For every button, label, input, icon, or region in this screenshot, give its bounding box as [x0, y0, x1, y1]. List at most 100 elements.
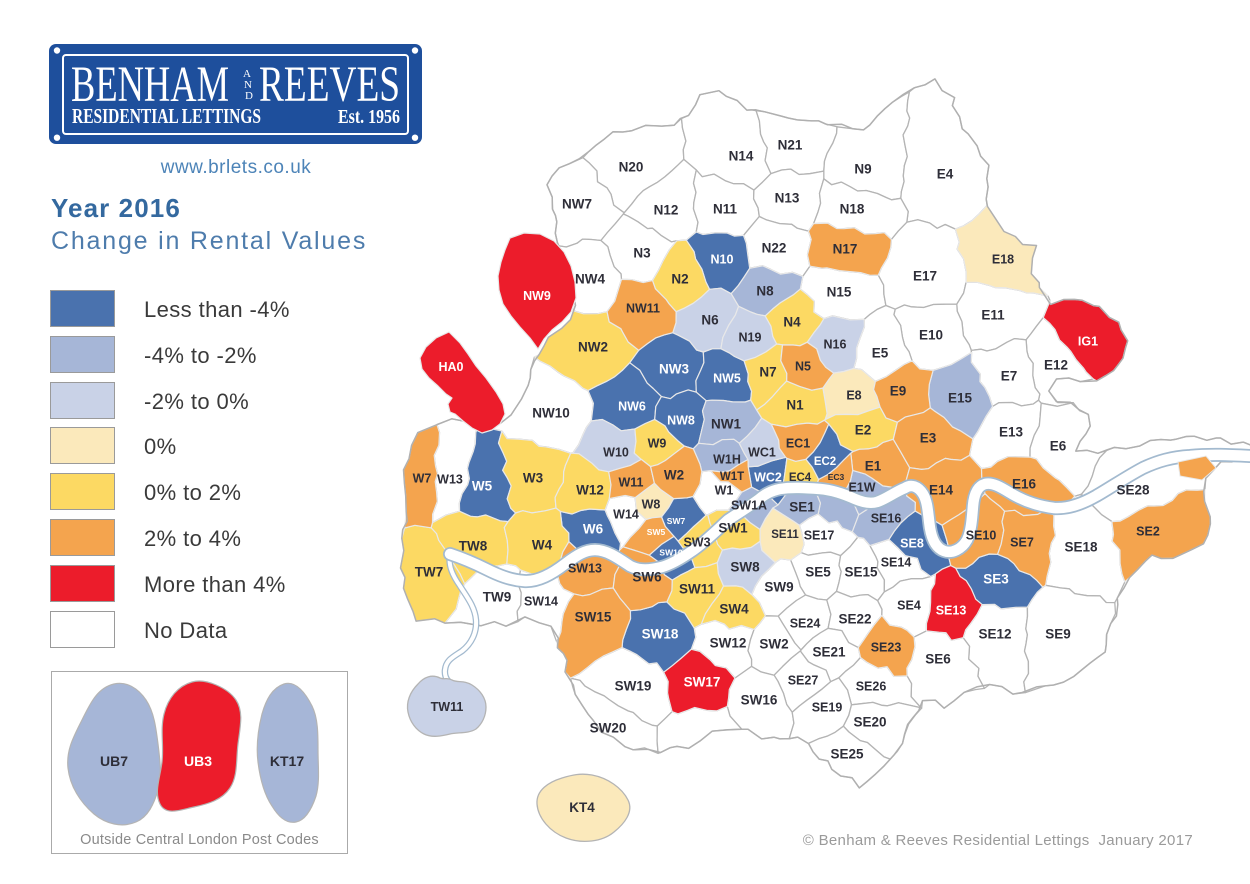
svg-text:NW7: NW7 — [562, 197, 592, 212]
svg-text:SE3: SE3 — [983, 572, 1009, 587]
svg-text:N11: N11 — [713, 202, 738, 217]
svg-text:UB3: UB3 — [184, 753, 212, 769]
svg-text:SE2: SE2 — [1136, 524, 1160, 538]
svg-text:E14: E14 — [929, 483, 954, 498]
svg-text:N18: N18 — [840, 202, 865, 217]
svg-text:SW11: SW11 — [679, 582, 716, 597]
svg-text:W2: W2 — [664, 468, 684, 483]
svg-text:SE7: SE7 — [1010, 535, 1034, 549]
svg-text:E18: E18 — [992, 252, 1014, 266]
svg-text:SE25: SE25 — [830, 747, 864, 762]
svg-text:SW12: SW12 — [710, 636, 747, 651]
svg-text:W11: W11 — [618, 475, 643, 489]
svg-text:E10: E10 — [919, 328, 943, 343]
svg-text:SE11: SE11 — [771, 529, 799, 541]
svg-text:N19: N19 — [739, 330, 762, 344]
svg-text:E4: E4 — [937, 167, 954, 182]
svg-text:SW6: SW6 — [632, 570, 662, 585]
svg-text:SE18: SE18 — [1064, 540, 1098, 555]
svg-text:N4: N4 — [783, 315, 801, 330]
svg-text:SW7: SW7 — [667, 516, 686, 526]
svg-text:TW7: TW7 — [415, 565, 444, 580]
svg-text:W4: W4 — [532, 538, 553, 553]
svg-text:N14: N14 — [729, 149, 754, 164]
svg-text:SW17: SW17 — [684, 675, 721, 690]
svg-text:SE6: SE6 — [925, 652, 951, 667]
svg-text:N13: N13 — [775, 191, 800, 206]
svg-text:SW3: SW3 — [683, 535, 710, 549]
svg-text:NW4: NW4 — [575, 272, 605, 287]
svg-text:NW10: NW10 — [532, 406, 570, 421]
svg-text:KT17: KT17 — [270, 753, 304, 769]
svg-text:SE24: SE24 — [790, 616, 821, 630]
svg-text:SW15: SW15 — [575, 610, 612, 625]
svg-text:N1: N1 — [786, 398, 804, 413]
svg-text:E17: E17 — [913, 269, 937, 284]
svg-text:SW1A: SW1A — [731, 498, 767, 512]
svg-text:TW9: TW9 — [483, 590, 512, 605]
svg-text:N20: N20 — [619, 160, 644, 175]
svg-text:E7: E7 — [1001, 369, 1018, 384]
svg-text:SE28: SE28 — [1116, 483, 1150, 498]
svg-text:E11: E11 — [981, 308, 1005, 323]
svg-text:N: N — [244, 79, 252, 91]
svg-text:RESIDENTIAL LETTINGS: RESIDENTIAL LETTINGS — [72, 104, 261, 128]
svg-text:EC2: EC2 — [814, 456, 836, 468]
svg-text:WC2: WC2 — [754, 470, 782, 484]
svg-text:W9: W9 — [648, 436, 667, 450]
svg-text:W13: W13 — [437, 472, 463, 486]
svg-text:TW11: TW11 — [431, 700, 464, 714]
svg-text:NW1: NW1 — [711, 417, 741, 432]
svg-text:E15: E15 — [948, 391, 973, 406]
svg-text:SE8: SE8 — [900, 536, 924, 550]
svg-text:E12: E12 — [1044, 358, 1068, 373]
svg-text:W7: W7 — [413, 471, 432, 485]
svg-text:N6: N6 — [701, 313, 719, 328]
svg-text:IG1: IG1 — [1078, 334, 1098, 348]
svg-text:E3: E3 — [920, 431, 937, 446]
svg-text:SE5: SE5 — [805, 565, 831, 580]
svg-text:NW11: NW11 — [626, 301, 660, 315]
svg-text:REEVES: REEVES — [259, 57, 400, 113]
svg-text:N9: N9 — [854, 162, 871, 177]
svg-text:D: D — [245, 90, 253, 102]
svg-text:E1: E1 — [865, 459, 882, 474]
svg-text:W10: W10 — [603, 445, 629, 459]
svg-text:W1H: W1H — [713, 452, 741, 466]
svg-text:UB7: UB7 — [100, 753, 128, 769]
svg-text:SW5: SW5 — [647, 527, 666, 537]
svg-text:N8: N8 — [756, 284, 774, 299]
svg-text:W1T: W1T — [720, 471, 744, 483]
svg-text:SW1: SW1 — [718, 521, 748, 536]
svg-text:E9: E9 — [890, 384, 907, 399]
svg-text:SW8: SW8 — [730, 560, 760, 575]
svg-text:NW3: NW3 — [659, 362, 689, 377]
svg-text:SW18: SW18 — [642, 627, 679, 642]
svg-text:TW8: TW8 — [459, 539, 488, 554]
svg-text:E6: E6 — [1050, 439, 1067, 454]
svg-text:SE16: SE16 — [871, 511, 902, 525]
svg-text:W14: W14 — [613, 507, 639, 521]
svg-text:SE23: SE23 — [871, 640, 902, 654]
svg-text:EC3: EC3 — [828, 472, 845, 482]
svg-text:BENHAM: BENHAM — [71, 57, 229, 113]
svg-text:N2: N2 — [671, 272, 688, 287]
svg-text:SW9: SW9 — [764, 580, 793, 595]
svg-text:N12: N12 — [654, 203, 679, 218]
svg-text:SE26: SE26 — [856, 679, 887, 693]
svg-text:EC4: EC4 — [789, 472, 812, 484]
svg-text:SE13: SE13 — [936, 603, 967, 617]
svg-text:NW6: NW6 — [618, 399, 646, 413]
svg-text:N10: N10 — [711, 252, 734, 266]
svg-text:E16: E16 — [1012, 477, 1037, 492]
svg-text:NW8: NW8 — [667, 413, 695, 427]
svg-text:E5: E5 — [872, 346, 889, 361]
svg-text:W5: W5 — [472, 479, 493, 494]
svg-text:N3: N3 — [633, 246, 651, 261]
svg-text:W6: W6 — [583, 522, 604, 537]
svg-text:SW19: SW19 — [615, 679, 652, 694]
svg-text:W8: W8 — [642, 497, 661, 511]
svg-text:SE1: SE1 — [789, 500, 815, 515]
svg-text:N5: N5 — [795, 359, 811, 373]
svg-text:SW10: SW10 — [659, 548, 682, 558]
